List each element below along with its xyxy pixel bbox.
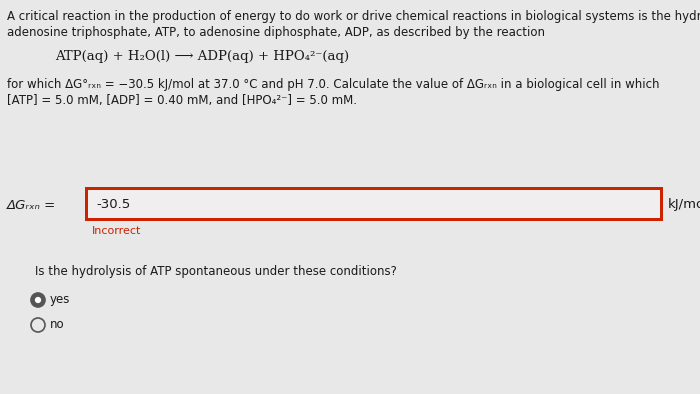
Text: no: no <box>50 318 64 331</box>
Text: kJ/mol: kJ/mol <box>668 197 700 210</box>
Circle shape <box>31 318 45 332</box>
Text: -30.5: -30.5 <box>96 197 130 210</box>
Text: [ATP] = 5.0 mM, [ADP] = 0.40 mM, and [HPO₄²⁻] = 5.0 mM.: [ATP] = 5.0 mM, [ADP] = 0.40 mM, and [HP… <box>7 94 357 107</box>
Text: A critical reaction in the production of energy to do work or drive chemical rea: A critical reaction in the production of… <box>7 10 700 23</box>
Text: yes: yes <box>50 294 71 307</box>
Text: Incorrect: Incorrect <box>92 226 141 236</box>
Text: ATP(aq) + H₂O(l) ⟶ ADP(aq) + HPO₄²⁻(aq): ATP(aq) + H₂O(l) ⟶ ADP(aq) + HPO₄²⁻(aq) <box>55 50 349 63</box>
Text: Is the hydrolysis of ATP spontaneous under these conditions?: Is the hydrolysis of ATP spontaneous und… <box>35 265 397 278</box>
Text: for which ΔG°ᵣₓₙ = −30.5 kJ/mol at 37.0 °C and pH 7.0. Calculate the value of ΔG: for which ΔG°ᵣₓₙ = −30.5 kJ/mol at 37.0 … <box>7 78 659 91</box>
Circle shape <box>31 293 45 307</box>
Text: ΔGᵣₓₙ =: ΔGᵣₓₙ = <box>7 199 56 212</box>
FancyBboxPatch shape <box>88 190 660 218</box>
FancyBboxPatch shape <box>85 187 663 221</box>
Circle shape <box>35 297 41 303</box>
Text: adenosine triphosphate, ATP, to adenosine diphosphate, ADP, as described by the : adenosine triphosphate, ATP, to adenosin… <box>7 26 545 39</box>
